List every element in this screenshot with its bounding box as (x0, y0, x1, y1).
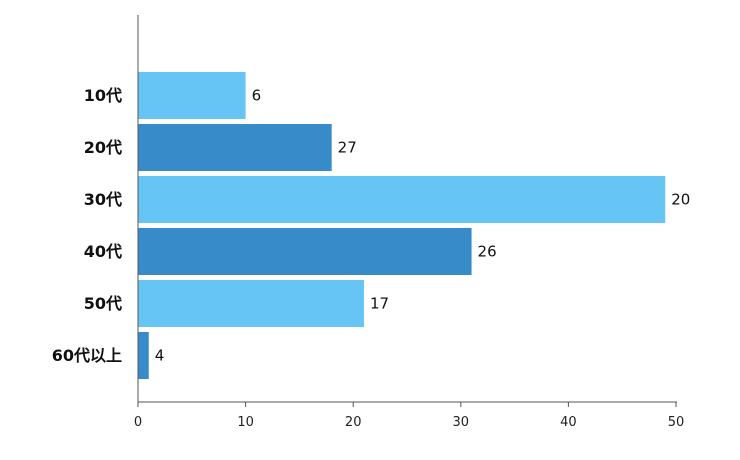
data-label: 20 (671, 191, 690, 209)
data-label: 26 (478, 243, 497, 261)
category-label: 10代 (84, 86, 122, 105)
bar-5 (138, 280, 364, 327)
data-label: 6 (252, 87, 262, 105)
category-label: 30代 (84, 190, 122, 209)
category-label: 50代 (84, 294, 122, 313)
x-tick-label: 50 (668, 415, 685, 430)
bar-3 (138, 176, 666, 223)
x-tick-label: 0 (134, 415, 142, 430)
category-label: 60代以上 (52, 346, 122, 365)
data-label: 4 (155, 347, 165, 365)
x-tick-label: 20 (345, 415, 362, 430)
x-ticks: 0 10 20 30 40 50 (134, 402, 684, 430)
category-labels: 10代 20代 30代 40代 50代 60代以上 (52, 86, 122, 365)
x-tick-label: 30 (453, 415, 470, 430)
bars-group (138, 72, 666, 379)
bar-4 (138, 228, 472, 275)
data-label: 27 (338, 139, 357, 157)
data-labels: 6 27 20 26 17 4 (155, 87, 691, 365)
bar-6 (138, 332, 149, 379)
category-label: 40代 (84, 242, 122, 261)
data-label: 17 (370, 295, 389, 313)
bar-1 (138, 72, 246, 119)
x-tick-label: 10 (237, 415, 254, 430)
category-label: 20代 (84, 138, 122, 157)
bar-2 (138, 124, 332, 171)
x-axis: 0 10 20 30 40 50 (134, 401, 684, 430)
x-tick-label: 40 (560, 415, 577, 430)
